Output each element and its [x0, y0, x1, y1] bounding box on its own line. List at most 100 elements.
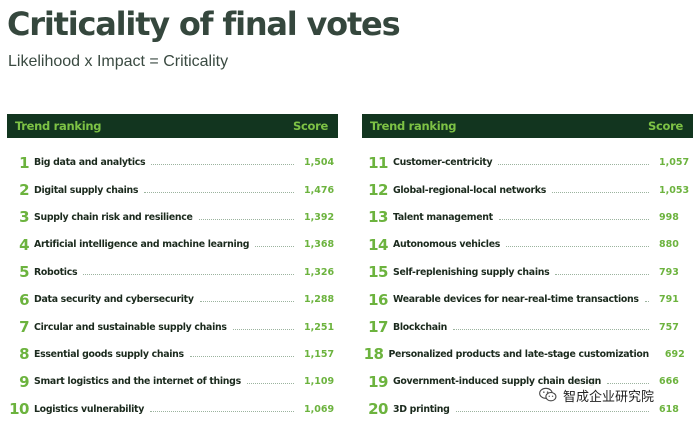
rank-number: 6 [19, 290, 29, 309]
rank-number: 1 [19, 153, 29, 172]
trend-score: 1,251 [304, 321, 335, 333]
table-row: 16 Wearable devices for near-real-time t… [362, 286, 693, 313]
dotted-leader [83, 273, 294, 275]
rank-number: 9 [19, 372, 29, 391]
table-row: 8 Essential goods supply chains 1,157 [7, 341, 338, 368]
column-header-score: Score [648, 119, 683, 133]
trend-name: Logistics vulnerability [34, 403, 145, 415]
trend-score: 757 [659, 321, 679, 333]
dotted-leader [607, 383, 649, 385]
rank-number: 14 [368, 235, 388, 254]
trend-name: Robotics [34, 266, 78, 278]
dotted-leader [506, 246, 649, 248]
dotted-leader [199, 301, 294, 303]
watermark: 智成企业研究院 [536, 384, 659, 406]
trend-score: 1,368 [304, 239, 335, 251]
wechat-icon [539, 387, 557, 402]
dotted-leader [198, 218, 294, 220]
rank-number: 16 [368, 290, 388, 309]
trend-score: 1,476 [304, 184, 335, 196]
trend-score: 1,504 [304, 157, 335, 169]
trend-score: 1,109 [304, 376, 335, 388]
trend-score: 1,392 [304, 211, 335, 223]
table-row: 2 Digital supply chains 1,476 [7, 176, 338, 203]
dotted-leader [498, 164, 649, 166]
trend-name: Circular and sustainable supply chains [34, 321, 227, 333]
rank-number: 2 [19, 181, 29, 200]
ranking-table-left: Trend ranking Score 1 Big data and analy… [7, 114, 338, 423]
trend-score: 1,288 [304, 294, 335, 306]
table-header: Trend ranking Score [7, 114, 338, 138]
rank-number: 3 [19, 208, 29, 227]
rank-number: 11 [368, 153, 388, 172]
table-row: 18 Personalized products and late-stage … [362, 341, 693, 368]
table-body: 11 Customer-centricity 1,057 12 Global-r… [362, 149, 693, 423]
trend-name: Government-induced supply chain design [393, 376, 602, 388]
table-row: 17 Blockchain 757 [362, 313, 693, 340]
rank-number: 7 [19, 318, 29, 337]
trend-score: 692 [664, 348, 685, 360]
trend-name: Supply chain risk and resilience [34, 211, 193, 223]
rank-number: 17 [368, 318, 388, 337]
table-row: 14 Autonomous vehicles 880 [362, 231, 693, 258]
column-header-trend: Trend ranking [15, 119, 102, 133]
trend-score: 880 [659, 239, 679, 251]
rank-number: 19 [368, 372, 388, 391]
table-row: 13 Talent management 998 [362, 204, 693, 231]
trend-name: Digital supply chains [34, 184, 139, 196]
trend-name: Self-replenishing supply chains [393, 266, 550, 278]
dotted-leader [255, 246, 294, 248]
trend-name: Personalized products and late-stage cus… [388, 348, 649, 360]
dotted-leader [644, 301, 649, 303]
trend-name: Wearable devices for near-real-time tran… [393, 294, 639, 306]
dotted-leader [555, 273, 649, 275]
table-row: 7 Circular and sustainable supply chains… [7, 313, 338, 340]
trend-name: Talent management [393, 211, 493, 223]
trend-score: 1,053 [659, 184, 690, 196]
trend-score: 618 [659, 403, 679, 415]
table-row: 1 Big data and analytics 1,504 [7, 149, 338, 176]
rank-number: 20 [368, 400, 388, 419]
dotted-leader [150, 410, 294, 412]
trend-name: 3D printing [393, 403, 450, 415]
rank-number: 10 [9, 400, 29, 419]
dotted-leader [151, 164, 294, 166]
watermark-text: 智成企业研究院 [563, 389, 655, 405]
trend-score: 1,326 [304, 266, 335, 278]
trend-name: Big data and analytics [34, 157, 146, 169]
table-row: 12 Global-regional-local networks 1,053 [362, 176, 693, 203]
rank-number: 13 [368, 208, 388, 227]
dotted-leader [552, 191, 649, 193]
table-row: 5 Robotics 1,326 [7, 259, 338, 286]
dotted-leader [144, 191, 294, 193]
page-title: Criticality of final votes [7, 5, 401, 43]
table-row: 4 Artificial intelligence and machine le… [7, 231, 338, 258]
table-header: Trend ranking Score [362, 114, 693, 138]
trend-score: 1,157 [304, 348, 335, 360]
table-row: 11 Customer-centricity 1,057 [362, 149, 693, 176]
trend-name: Blockchain [393, 321, 448, 333]
table-row: 6 Data security and cybersecurity 1,288 [7, 286, 338, 313]
trend-score: 1,057 [659, 157, 690, 169]
rank-number: 4 [19, 235, 29, 254]
dotted-leader [246, 383, 294, 385]
trend-score: 793 [659, 266, 679, 278]
trend-name: Essential goods supply chains [34, 348, 184, 360]
trend-name: Customer-centricity [393, 157, 493, 169]
trend-score: 666 [659, 376, 679, 388]
rank-number: 18 [363, 345, 384, 364]
trend-name: Autonomous vehicles [393, 239, 501, 251]
trend-score: 1,069 [304, 403, 335, 415]
table-row: 20 3D printing 618 [362, 396, 693, 423]
table-body: 1 Big data and analytics 1,504 2 Digital… [7, 149, 338, 423]
table-row: 10 Logistics vulnerability 1,069 [7, 396, 338, 423]
trend-name: Smart logistics and the internet of thin… [34, 376, 241, 388]
rank-number: 12 [368, 181, 388, 200]
table-row: 15 Self-replenishing supply chains 793 [362, 259, 693, 286]
trend-name: Data security and cybersecurity [34, 294, 194, 306]
column-header-trend: Trend ranking [370, 119, 457, 133]
dotted-leader [232, 328, 294, 330]
dotted-leader [189, 355, 294, 357]
trend-score: 791 [659, 294, 679, 306]
trend-score: 998 [659, 211, 679, 223]
